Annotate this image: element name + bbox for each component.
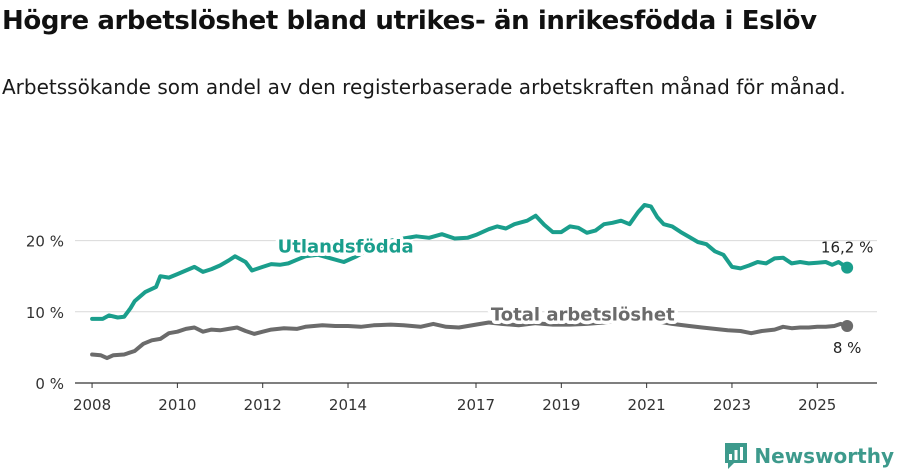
series-label-utlandsfodda: Utlandsfödda (278, 237, 414, 258)
newsworthy-logo-icon (725, 443, 748, 469)
series-layer (90, 203, 854, 361)
x-tick-label: 2010 (158, 396, 196, 414)
series-label-total: Total arbetslöshet (491, 304, 675, 325)
series-line-utlandsfodda (90, 203, 850, 321)
end-point-marker-utlandsfodda (841, 261, 854, 274)
newsworthy-logo[interactable]: Newsworthy (724, 442, 894, 470)
newsworthy-logo-text: Newsworthy (754, 444, 894, 468)
x-tick-label: 2025 (798, 396, 836, 414)
x-tick-label: 2023 (713, 396, 751, 414)
chart-title: Högre arbetslöshet bland utrikes- än inr… (2, 6, 817, 36)
x-tick-label: 2012 (244, 396, 282, 414)
grid-layer: 0 % 10 % 20 % 2008 2010 2012 2014 2017 2019 2021 2… (26, 233, 877, 414)
series-line-total (90, 316, 850, 361)
chart-subtitle: Arbetssökande som andel av den registerb… (2, 75, 846, 99)
y-tick-label: 0 % (35, 375, 64, 393)
x-tick-label: 2008 (73, 396, 111, 414)
y-tick-label: 10 % (26, 304, 64, 322)
x-tick-label: 2014 (329, 396, 367, 414)
end-point-marker-total (841, 320, 854, 333)
label-layer: 16,2 % 8 % Utlandsfödda Total arbetslöshet (274, 233, 873, 357)
end-value-label-utlandsfodda: 16,2 % (821, 239, 873, 257)
x-tick-label: 2021 (628, 396, 666, 414)
x-tick-label: 2017 (457, 396, 495, 414)
x-tick-label: 2019 (542, 396, 580, 414)
end-value-label-total: 8 % (833, 339, 862, 357)
y-tick-label: 20 % (26, 233, 64, 251)
